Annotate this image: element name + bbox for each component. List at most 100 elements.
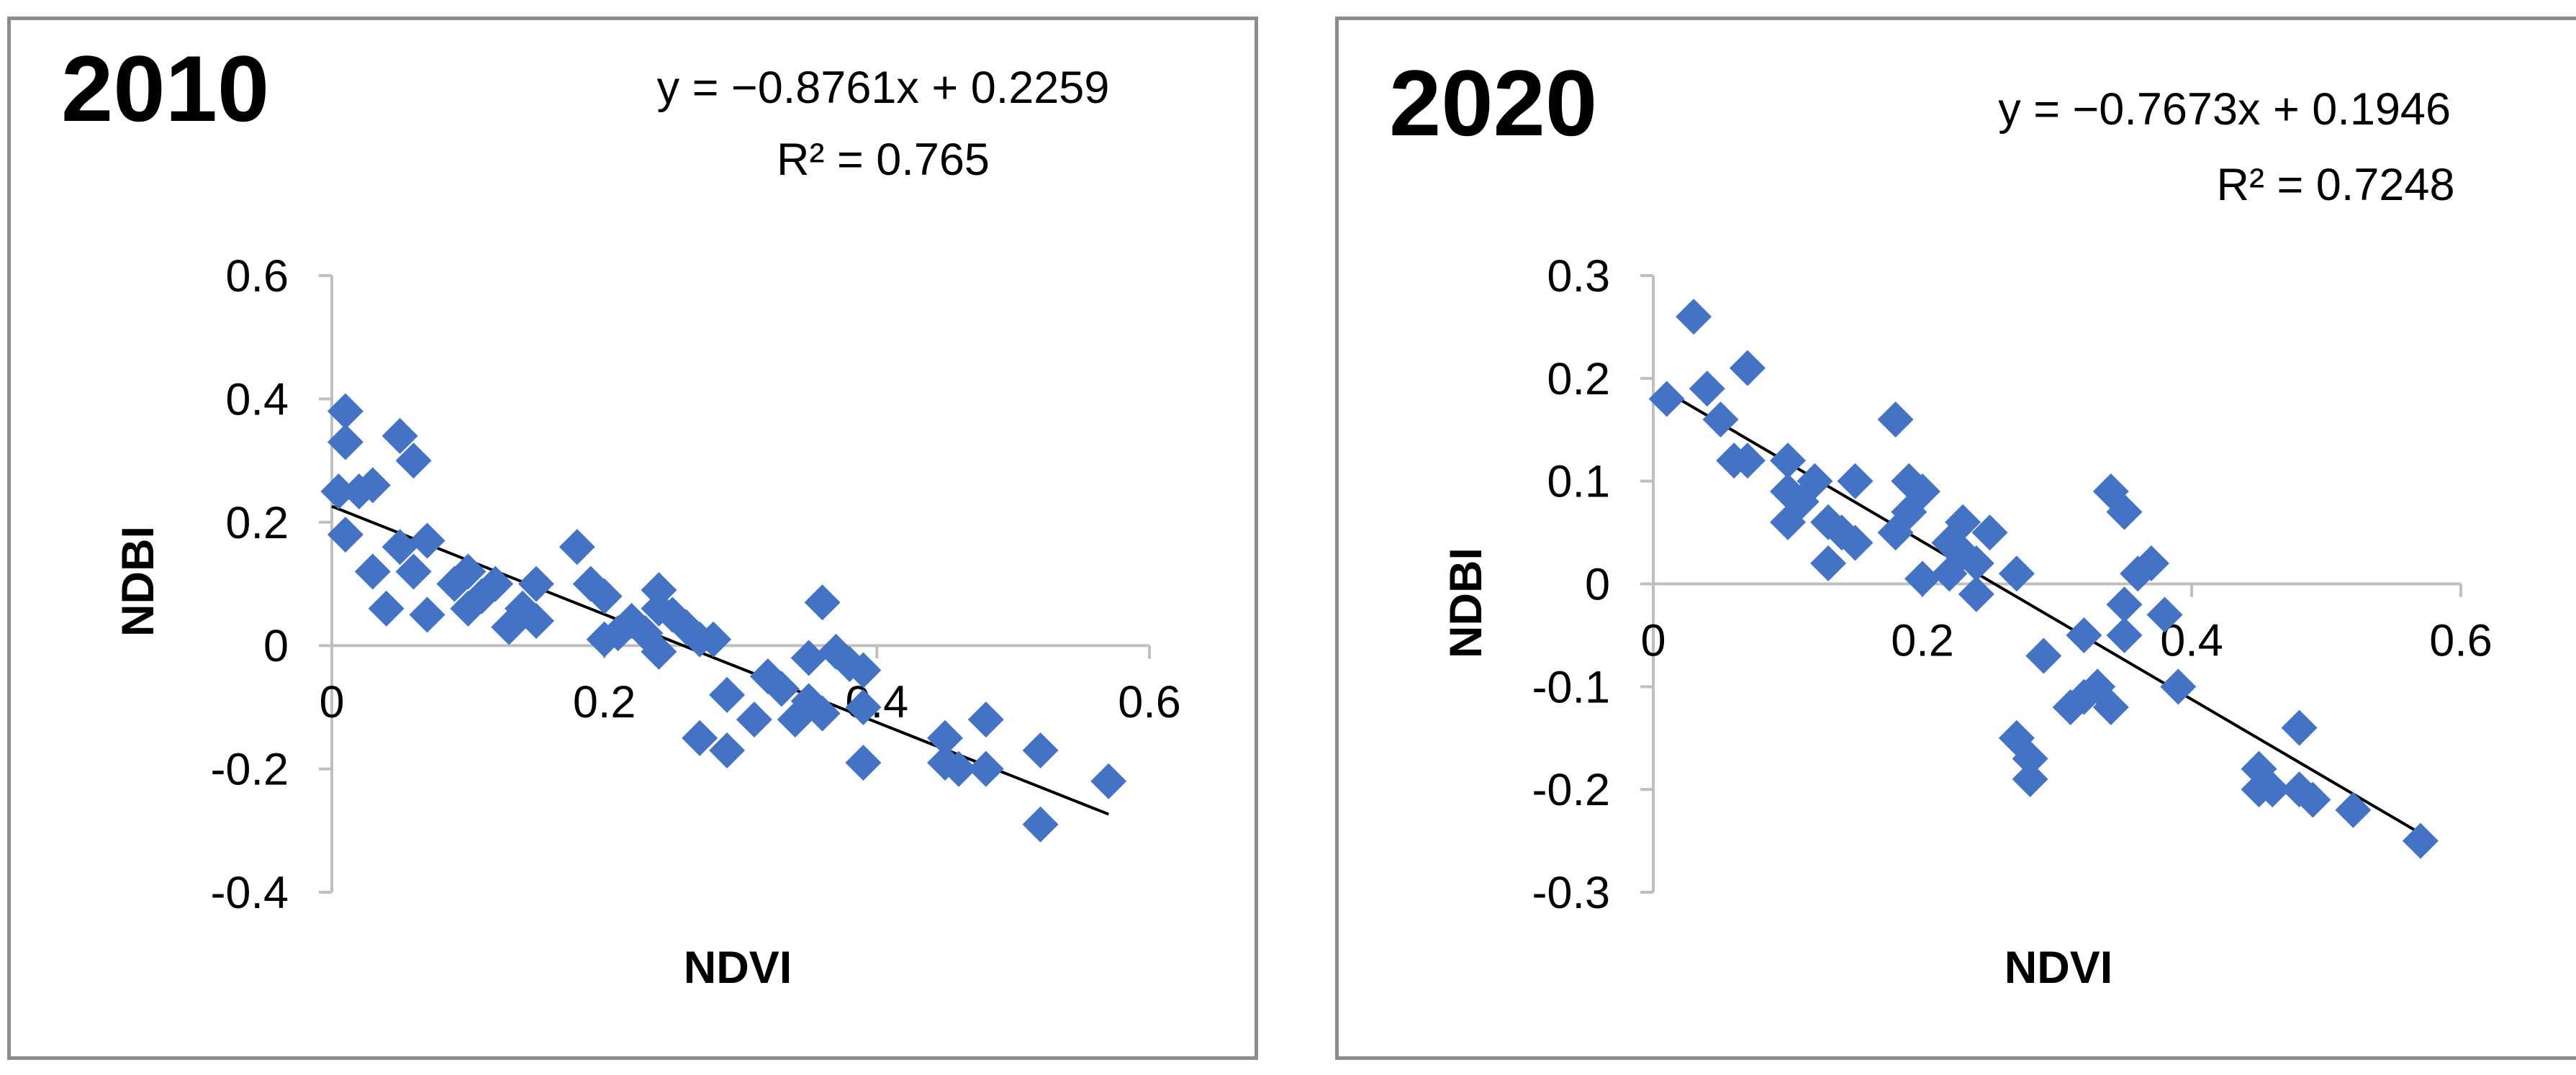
data-point	[586, 578, 623, 614]
data-point	[1729, 350, 1766, 386]
x-tick-label: 0.2	[1891, 616, 1954, 666]
y-tick-label: 0	[1585, 560, 1610, 610]
data-point	[1877, 401, 1914, 437]
data-point	[1648, 381, 1685, 417]
data-point	[1958, 576, 1994, 612]
data-point	[1676, 299, 1712, 335]
data-point	[381, 417, 418, 454]
data-point	[2092, 689, 2129, 725]
data-point	[409, 522, 446, 559]
chart-title: 2010	[61, 36, 269, 141]
y-tick-label: -0.2	[210, 745, 289, 795]
data-point	[1837, 525, 1874, 561]
data-point	[395, 443, 432, 479]
data-point	[845, 689, 882, 725]
data-point	[1689, 371, 1725, 407]
data-point	[845, 745, 882, 781]
data-point	[682, 720, 718, 756]
y-tick-label: -0.2	[1532, 765, 1610, 815]
x-tick-label: 0.6	[2429, 616, 2493, 666]
data-point	[1810, 504, 1847, 540]
data-point	[1904, 473, 1940, 509]
data-point	[695, 621, 732, 658]
data-point	[967, 702, 1004, 738]
y-tick-label: 0.1	[1547, 457, 1610, 507]
data-point	[1797, 463, 1833, 499]
data-point	[354, 553, 391, 590]
data-point	[1729, 443, 1766, 479]
data-point	[2254, 771, 2291, 808]
y-tick-label: 0	[263, 621, 289, 671]
data-point	[2160, 668, 2197, 705]
data-point	[340, 473, 377, 509]
data-point	[1702, 401, 1739, 437]
data-point	[2281, 709, 2318, 746]
x-tick-label: 0.2	[573, 677, 636, 727]
data-point	[2106, 586, 2143, 623]
data-point	[354, 467, 391, 504]
trendline-equation: y = −0.7673x + 0.1946	[1998, 84, 2451, 135]
data-point	[450, 553, 487, 590]
y-tick-label: 0.2	[225, 498, 289, 548]
x-tick-label: 0.6	[1118, 677, 1181, 727]
data-point	[2402, 822, 2439, 859]
y-tick-label: -0.3	[1532, 868, 1610, 918]
data-point	[559, 529, 595, 566]
data-point	[2066, 617, 2102, 653]
data-point	[327, 393, 363, 430]
data-point	[763, 671, 800, 707]
data-point	[381, 529, 418, 566]
data-point	[940, 750, 977, 787]
data-point	[2012, 740, 2048, 777]
data-point	[1877, 514, 1914, 551]
data-point	[1090, 763, 1127, 799]
x-tick-label: 0	[319, 677, 344, 727]
data-point	[1770, 443, 1806, 479]
scatter-chart-2010: 2010 y = −0.8761x + 0.2259 R² = 0.765 ND…	[61, 36, 1181, 993]
data-point	[804, 584, 841, 621]
y-tick-label: 0.2	[1547, 354, 1610, 404]
data-point	[327, 424, 363, 461]
x-axis-title: NDVI	[684, 943, 792, 993]
data-point	[2281, 771, 2318, 808]
data-point	[518, 602, 554, 639]
chart-panel-2010: 2010 y = −0.8761x + 0.2259 R² = 0.765 ND…	[7, 17, 1258, 1060]
data-point	[641, 633, 677, 670]
data-point	[736, 702, 772, 738]
y-tick-label: 0.3	[1547, 251, 1610, 301]
data-point	[1945, 535, 1981, 571]
data-point	[2012, 761, 2048, 797]
data-point	[1945, 504, 1981, 540]
y-tick-label: 0.4	[225, 374, 289, 425]
data-point	[1810, 545, 1847, 581]
data-point	[1904, 561, 1940, 597]
y-axis-title: NDBI	[1441, 548, 1491, 658]
x-tick-label: 0	[1640, 616, 1666, 666]
data-point	[1837, 463, 1874, 499]
data-point	[804, 695, 841, 732]
data-point	[2025, 638, 2062, 674]
data-point	[2106, 494, 2143, 530]
r-squared-label: R² = 0.7248	[2217, 160, 2455, 210]
data-point	[709, 676, 746, 713]
data-point	[1022, 732, 1059, 768]
x-axis-title: NDVI	[2005, 943, 2113, 993]
data-point	[2335, 791, 2372, 828]
data-point	[320, 473, 357, 509]
data-point	[368, 590, 405, 627]
y-tick-label: 0.6	[225, 251, 289, 301]
data-point	[1022, 806, 1059, 843]
y-tick-label: -0.1	[1532, 662, 1610, 712]
data-points	[1648, 299, 2439, 859]
data-point	[327, 516, 363, 553]
data-point	[2295, 781, 2331, 818]
data-point	[395, 553, 432, 590]
data-points	[320, 393, 1127, 843]
data-point	[2106, 617, 2143, 653]
data-point	[1823, 514, 1860, 551]
data-point	[1891, 494, 1928, 530]
y-axis-title: NDBI	[113, 526, 163, 637]
chart-title: 2020	[1389, 50, 1597, 155]
data-point	[1958, 545, 1994, 581]
data-point	[409, 597, 446, 633]
